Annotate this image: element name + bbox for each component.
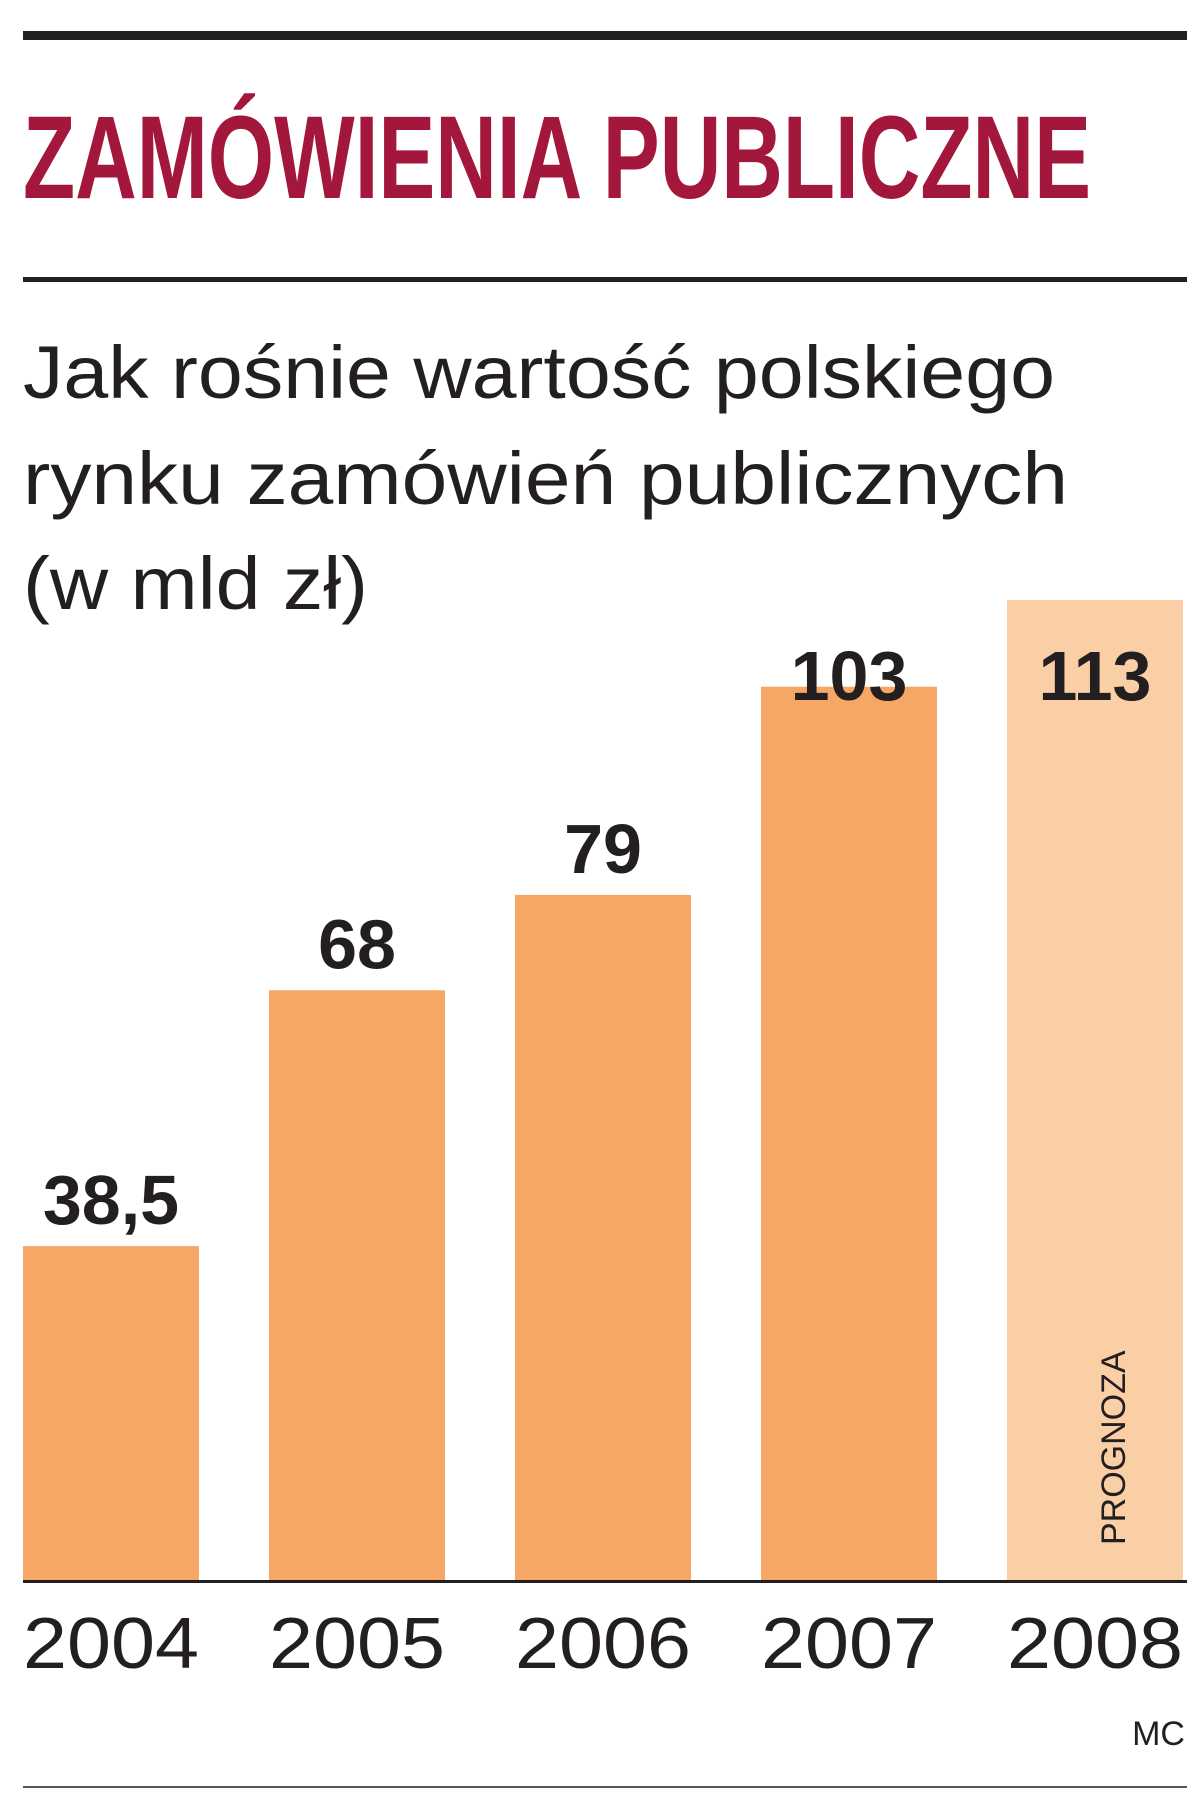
value-label: 68 bbox=[318, 905, 396, 983]
value-label: 79 bbox=[564, 810, 642, 888]
x-tick-label: 2006 bbox=[515, 1604, 691, 1684]
source: MC bbox=[1132, 1715, 1185, 1753]
bar bbox=[1007, 600, 1183, 1580]
x-tick-label: 2008 bbox=[1007, 1604, 1183, 1684]
annotation: PROGNOZA bbox=[1095, 1350, 1133, 1545]
baseline bbox=[23, 1580, 1187, 1583]
value-label: 103 bbox=[791, 637, 908, 715]
bar bbox=[515, 894, 691, 1580]
bar bbox=[23, 1246, 199, 1580]
top-rule bbox=[23, 31, 1187, 40]
x-tick-label: 2004 bbox=[23, 1604, 199, 1684]
subtitle-line: rynku zamówień publicznych bbox=[23, 437, 1068, 520]
value-label: 38,5 bbox=[43, 1161, 179, 1239]
subtitle-line: Jak rośnie wartość polskiego bbox=[23, 331, 1055, 414]
title-rule bbox=[23, 277, 1187, 282]
chart-title: ZAMÓWIENIA PUBLICZNE bbox=[23, 92, 1091, 224]
x-tick-label: 2005 bbox=[269, 1604, 445, 1684]
value-label: 113 bbox=[1039, 637, 1152, 715]
bar bbox=[761, 686, 937, 1580]
x-tick-label: 2007 bbox=[761, 1604, 937, 1684]
bar bbox=[269, 990, 445, 1580]
bottom-rule bbox=[23, 1786, 1187, 1788]
subtitle-line: (w mld zł) bbox=[23, 542, 368, 625]
